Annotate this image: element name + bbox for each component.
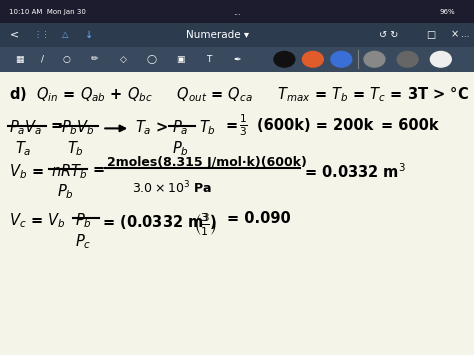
Bar (0, 23, 474, 47)
Bar (0, 72, 474, 355)
Text: $P_b V_b$: $P_b V_b$ (62, 118, 95, 137)
Text: T: T (206, 55, 211, 64)
Text: ✒: ✒ (233, 55, 241, 64)
Text: ↺ ↻: ↺ ↻ (379, 30, 399, 40)
Text: $T_b$: $T_b$ (199, 118, 216, 137)
Text: = (0.0332 m$^3$): = (0.0332 m$^3$) (102, 211, 218, 232)
Text: /: / (41, 55, 44, 64)
Text: $P_a$: $P_a$ (172, 118, 188, 137)
Text: $P_b$: $P_b$ (172, 139, 189, 158)
Text: =: = (50, 118, 63, 133)
Text: 96%: 96% (439, 10, 455, 15)
Text: □: □ (427, 30, 436, 40)
Circle shape (364, 51, 385, 67)
Circle shape (397, 51, 418, 67)
Text: $P_b$: $P_b$ (57, 182, 73, 201)
Text: ...: ... (233, 8, 241, 17)
Text: 2moles(8.315 J/mol·k)(600k): 2moles(8.315 J/mol·k)(600k) (107, 157, 307, 169)
Text: △: △ (62, 30, 68, 39)
Text: $nRT_b$: $nRT_b$ (51, 162, 88, 181)
Text: d)  $Q_{in}$ = $Q_{ab}$ + $Q_{bc}$     $Q_{out}$ = $Q_{ca}$     $T_{max}$ = $T_b: d) $Q_{in}$ = $Q_{ab}$ + $Q_{bc}$ $Q_{ou… (9, 86, 469, 104)
Text: ↓: ↓ (85, 30, 93, 40)
Text: $P_a V_a$: $P_a V_a$ (9, 118, 43, 137)
Text: $P_b$: $P_b$ (75, 211, 92, 230)
Text: $T_a$: $T_a$ (15, 139, 31, 158)
Text: ▣: ▣ (176, 55, 184, 64)
Text: ×: × (450, 30, 458, 40)
Circle shape (430, 51, 451, 67)
Text: ◇: ◇ (120, 55, 127, 64)
Text: $T_b$: $T_b$ (67, 139, 84, 158)
Circle shape (274, 51, 295, 67)
Text: $3.0\times10^3$ Pa: $3.0\times10^3$ Pa (132, 179, 213, 196)
Bar (0, 47, 474, 72)
Text: …: … (461, 30, 469, 39)
Text: $\left(\frac{3}{1}\right)$: $\left(\frac{3}{1}\right)$ (193, 211, 217, 237)
Text: = 0.090: = 0.090 (227, 211, 291, 226)
Text: ⋮⋮: ⋮⋮ (33, 30, 50, 39)
Text: ✏: ✏ (91, 55, 99, 64)
Text: = 0.0332 m$^3$: = 0.0332 m$^3$ (304, 162, 406, 181)
Text: ◯: ◯ (146, 55, 157, 64)
Text: $V_c$ = $V_b$: $V_c$ = $V_b$ (9, 211, 66, 230)
Text: 10:10 AM  Mon Jan 30: 10:10 AM Mon Jan 30 (9, 10, 86, 15)
Text: = 600k: = 600k (381, 118, 438, 133)
Text: $\frac{1}{3}$: $\frac{1}{3}$ (239, 113, 248, 138)
Text: ○: ○ (63, 55, 70, 64)
Text: =: = (93, 162, 105, 177)
Bar (0, 0, 474, 23)
Text: $V_b$ =: $V_b$ = (9, 162, 44, 181)
Text: (600k) = 200k: (600k) = 200k (256, 118, 373, 133)
Text: <: < (9, 30, 19, 40)
Circle shape (331, 51, 352, 67)
Text: Numerade ▾: Numerade ▾ (186, 30, 250, 40)
Text: $T_a$ >: $T_a$ > (135, 118, 168, 137)
Circle shape (302, 51, 323, 67)
Text: $P_c$: $P_c$ (75, 232, 91, 251)
Text: =: = (226, 118, 237, 133)
Text: ▦: ▦ (15, 55, 23, 64)
